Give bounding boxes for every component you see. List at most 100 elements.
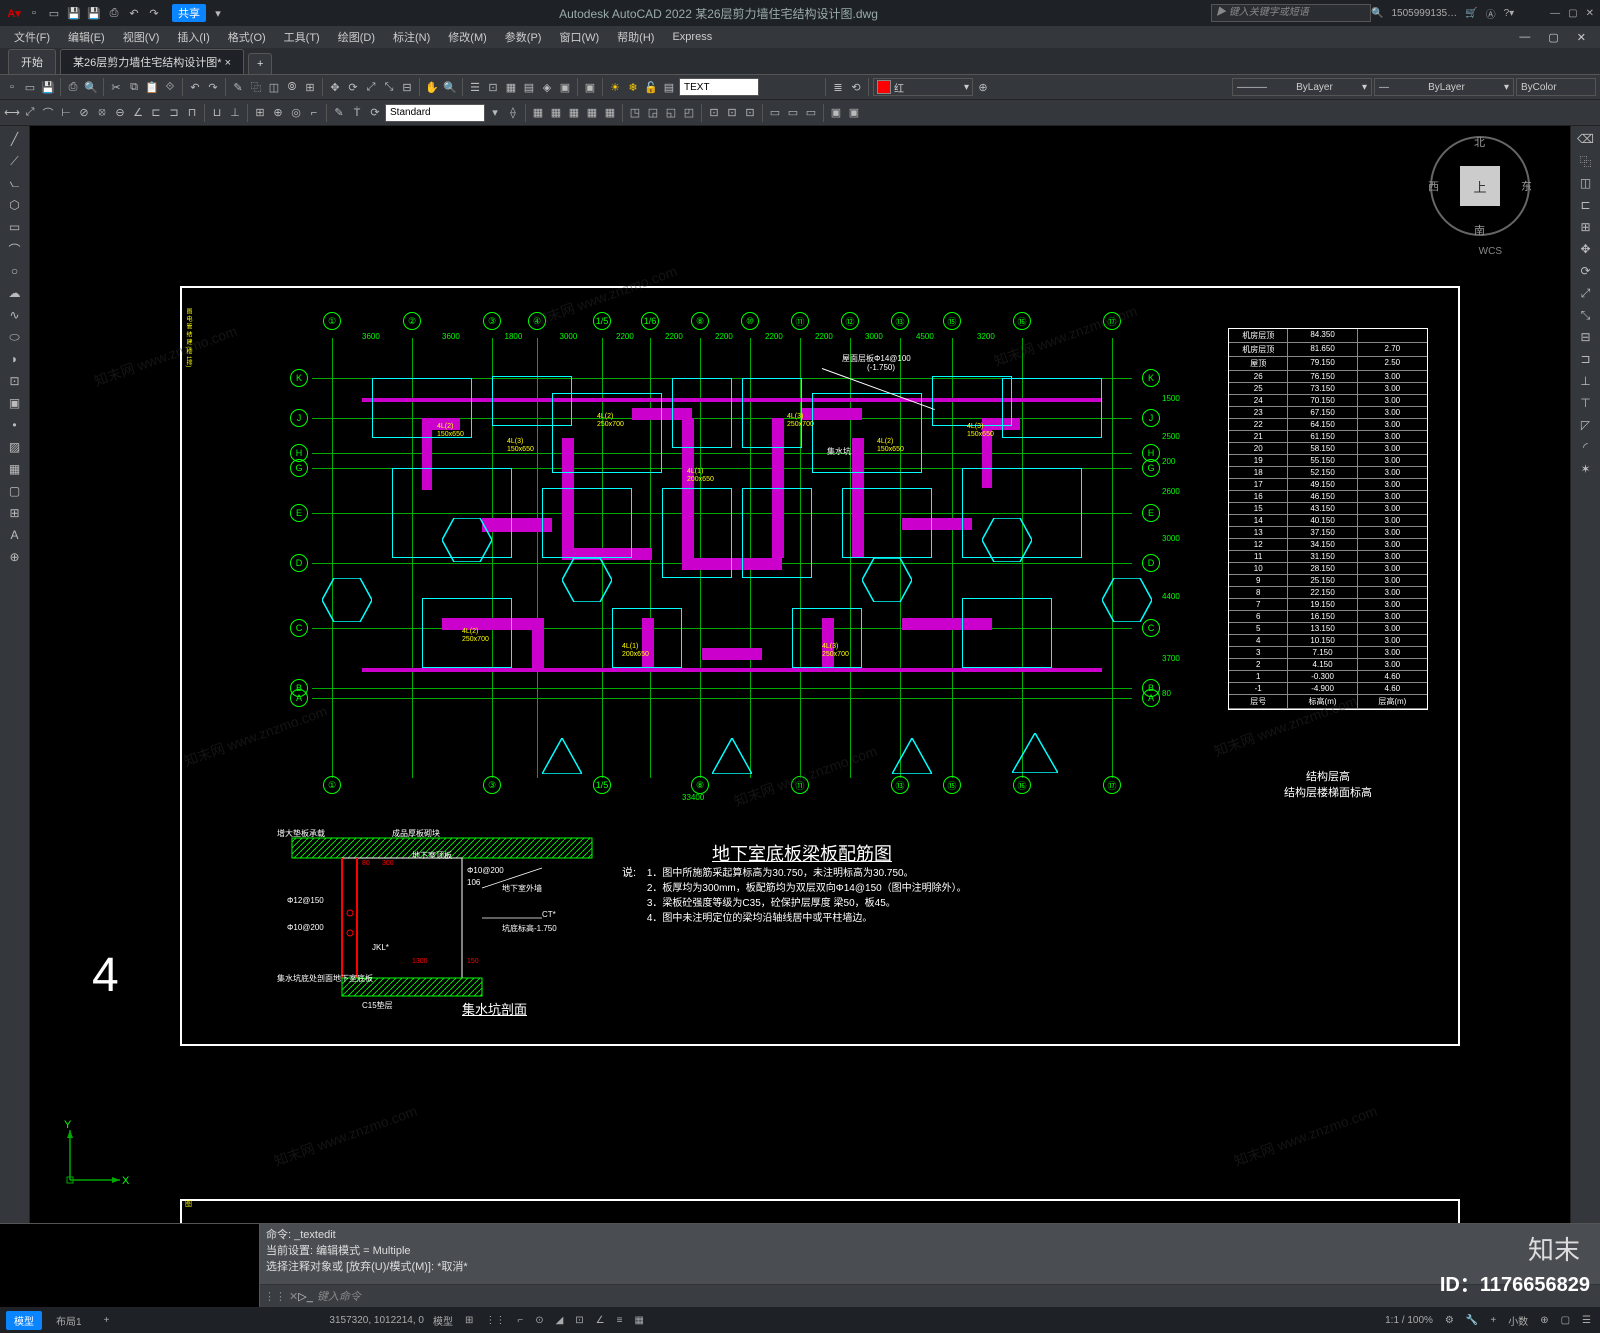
color-selector[interactable]: ByColor	[1516, 78, 1596, 96]
layout-add-icon[interactable]: +	[96, 1313, 118, 1328]
m4-icon[interactable]: ◰	[681, 105, 697, 121]
mirror-icon[interactable]: ◫	[1577, 174, 1595, 192]
view-cube[interactable]: 上 北 南 东 西	[1430, 136, 1530, 236]
dim-dia-icon[interactable]: ⊖	[112, 105, 128, 121]
array-icon[interactable]: ⊞	[1577, 218, 1595, 236]
otrack-icon[interactable]: ∠	[593, 1315, 608, 1326]
move-icon[interactable]: ✥	[327, 79, 343, 95]
t2-icon[interactable]: ⊡	[724, 105, 740, 121]
m2-icon[interactable]: ◲	[645, 105, 661, 121]
qcalc-icon[interactable]: ▣	[557, 79, 573, 95]
new-icon[interactable]: ▫	[26, 5, 42, 21]
fillet-icon[interactable]: ◜	[1577, 438, 1595, 456]
stretch2-icon[interactable]: ⤡	[1577, 306, 1595, 324]
zoom-icon[interactable]: 🔍	[442, 79, 458, 95]
viewcube-north[interactable]: 北	[1474, 134, 1485, 150]
tab-close-icon[interactable]: ×	[225, 57, 231, 69]
grid-icon[interactable]: ⊞	[462, 1315, 476, 1326]
menu-express[interactable]: Express	[664, 29, 720, 45]
tp-icon[interactable]: ▦	[503, 79, 519, 95]
undo-icon[interactable]: ↶	[126, 5, 142, 21]
dim-style-input[interactable]	[385, 104, 485, 122]
point-icon[interactable]: •	[6, 416, 24, 434]
units-btn[interactable]: 小数	[1505, 1313, 1531, 1328]
break-icon[interactable]: ⊥	[1577, 372, 1595, 390]
paste-icon[interactable]: 📋	[144, 79, 160, 95]
dim-ang-icon[interactable]: ∠	[130, 105, 146, 121]
help-search-input[interactable]: ▶ 键入关键字或短语	[1211, 4, 1371, 22]
dc-icon[interactable]: ⊡	[485, 79, 501, 95]
cut-icon[interactable]: ✂	[108, 79, 124, 95]
menu-file[interactable]: 文件(F)	[6, 27, 58, 47]
max-icon[interactable]: ▢	[1568, 8, 1577, 19]
trim2-icon[interactable]: ⊟	[1577, 328, 1595, 346]
inspect-icon[interactable]: ◎	[288, 105, 304, 121]
dim-space-icon[interactable]: ⊔	[209, 105, 225, 121]
rect-icon[interactable]: ▭	[6, 218, 24, 236]
cmd-input-row[interactable]: ⋮⋮ ✕ ▷_ 键入命令	[260, 1285, 1600, 1307]
viewcube-west[interactable]: 西	[1428, 178, 1439, 194]
layprev-icon[interactable]: ⟲	[848, 79, 864, 95]
copy-icon[interactable]: ⿻	[1577, 152, 1595, 170]
mdi-close-icon[interactable]: ✕	[1569, 29, 1594, 46]
list-icon[interactable]: ☰	[1579, 1315, 1594, 1326]
lineweight-selector[interactable]: —ByLayer▾	[1374, 78, 1514, 96]
dim-rad-icon[interactable]: ⊘	[76, 105, 92, 121]
dim-cont-icon[interactable]: ⊓	[184, 105, 200, 121]
rotate-icon[interactable]: ⟳	[345, 79, 361, 95]
mark-icon[interactable]: ◈	[539, 79, 555, 95]
table-icon[interactable]: ⊞	[6, 504, 24, 522]
dim-linear-icon[interactable]: ⟷	[4, 105, 20, 121]
tol-icon[interactable]: ⊞	[252, 105, 268, 121]
text-style-input[interactable]	[679, 78, 759, 96]
ortho-icon[interactable]: ⌐	[514, 1315, 526, 1326]
menu-view[interactable]: 视图(V)	[115, 27, 168, 47]
dim-jog-icon[interactable]: ⦻	[94, 105, 110, 121]
cart-icon[interactable]: 🛒	[1465, 8, 1477, 19]
dimedit-icon[interactable]: ✎	[331, 105, 347, 121]
hatch-icon[interactable]: ▨	[6, 438, 24, 456]
menu-format[interactable]: 格式(O)	[220, 27, 274, 47]
copy-icon[interactable]: ⧉	[126, 79, 142, 95]
open-icon[interactable]: ▭	[22, 79, 38, 95]
center-icon[interactable]: ⊕	[270, 105, 286, 121]
mirror-icon[interactable]: ◫	[266, 79, 282, 95]
box-icon[interactable]: ▢	[1558, 1315, 1573, 1326]
t1-icon[interactable]: ⊡	[706, 105, 722, 121]
model-space-btn[interactable]: 模型	[430, 1313, 456, 1328]
min-icon[interactable]: —	[1550, 8, 1560, 19]
plot-icon[interactable]: ⎙	[65, 79, 81, 95]
linetype-selector[interactable]: ———ByLayer▾	[1232, 78, 1372, 96]
gear-icon[interactable]: ⚙	[1442, 1315, 1457, 1326]
dim-base-icon[interactable]: ⊐	[166, 105, 182, 121]
app-icon[interactable]: Ⓐ	[1486, 6, 1496, 21]
region-icon[interactable]: ▢	[6, 482, 24, 500]
line-icon[interactable]: ╱	[6, 130, 24, 148]
share-button[interactable]: 共享	[172, 4, 206, 22]
explode-icon[interactable]: ✶	[1577, 460, 1595, 478]
prop-icon[interactable]: ☰	[467, 79, 483, 95]
dim-break-icon[interactable]: ⊥	[227, 105, 243, 121]
block-icon[interactable]: ▣	[6, 394, 24, 412]
move2-icon[interactable]: ✥	[1577, 240, 1595, 258]
extend-icon[interactable]: ⊐	[1577, 350, 1595, 368]
t3-icon[interactable]: ⊡	[742, 105, 758, 121]
freeze-icon[interactable]: ❄	[625, 79, 641, 95]
search-icon[interactable]: 🔍	[1371, 8, 1383, 19]
join-icon[interactable]: ⊤	[1577, 394, 1595, 412]
l4-icon[interactable]: ▦	[584, 105, 600, 121]
dim-aligned-icon[interactable]: ⤢	[22, 105, 38, 121]
tab-start[interactable]: 开始	[8, 49, 56, 74]
ellipse-icon[interactable]: ⬭	[6, 328, 24, 346]
array-icon[interactable]: ⊞	[302, 79, 318, 95]
iso-icon[interactable]: ◢	[553, 1315, 567, 1326]
l2-icon[interactable]: ▦	[548, 105, 564, 121]
addselected-icon[interactable]: ⊕	[6, 548, 24, 566]
gradient-icon[interactable]: ▦	[6, 460, 24, 478]
target-icon[interactable]: ⊕	[1537, 1315, 1551, 1326]
new-icon[interactable]: ▫	[4, 79, 20, 95]
preview-icon[interactable]: 🔍	[83, 79, 99, 95]
l5-icon[interactable]: ▦	[602, 105, 618, 121]
arc-icon[interactable]: ⌒	[6, 240, 24, 258]
pline-icon[interactable]: ⦦	[6, 174, 24, 192]
